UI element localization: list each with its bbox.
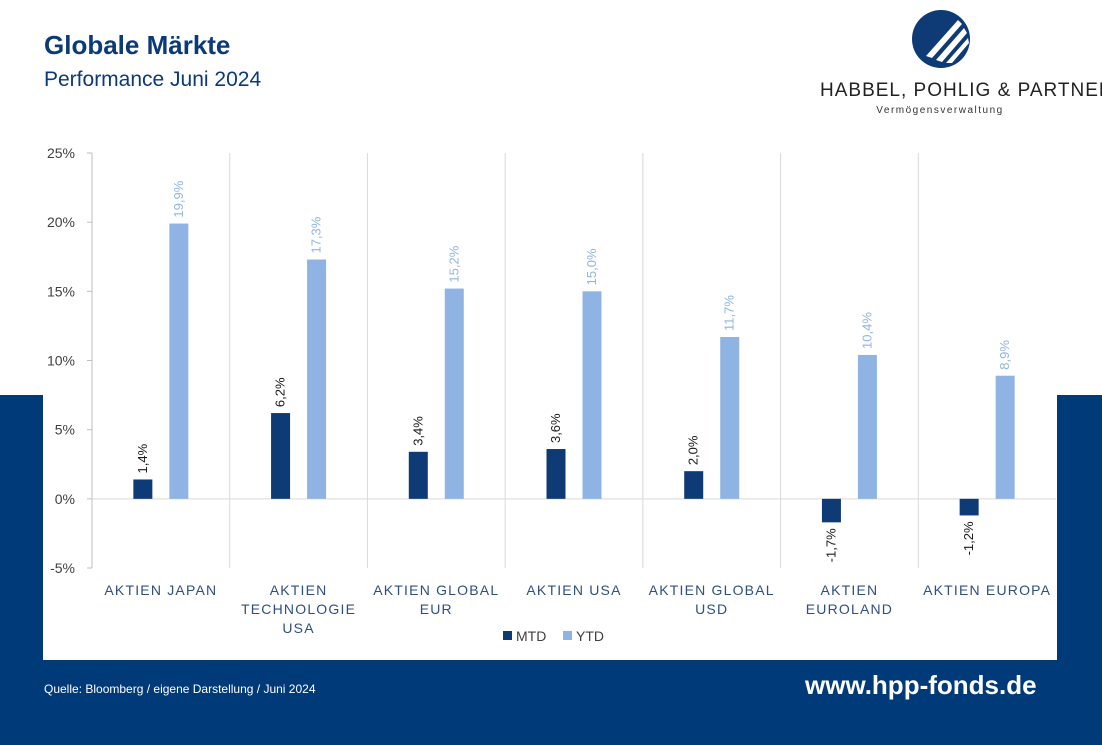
x-category-label: EUR — [420, 601, 453, 617]
source-note: Quelle: Bloomberg / eigene Darstellung /… — [44, 682, 316, 696]
logo-tagline: Vermögensverwaltung — [876, 105, 1004, 116]
page-subtitle: Performance Juni 2024 — [44, 68, 262, 91]
mtd-data-label: 1,4% — [135, 443, 150, 473]
x-category-label: USA — [282, 620, 314, 636]
ytd-legend-swatch — [563, 631, 572, 640]
logo-company-name: HABBEL, POHLIG & PARTNER — [820, 80, 1102, 101]
x-category-label: TECHNOLOGIE — [241, 601, 356, 617]
mtd-bar — [546, 449, 566, 499]
ytd-data-label: 17,3% — [309, 216, 324, 253]
x-category-label: AKTIEN GLOBAL — [373, 582, 499, 598]
ytd-data-label: 19,9% — [171, 180, 186, 217]
mtd-data-label: 6,2% — [273, 377, 288, 407]
mtd-data-label: 3,4% — [410, 416, 425, 446]
mtd-data-label: -1,7% — [823, 528, 838, 562]
x-category-label: AKTIEN GLOBAL — [649, 582, 775, 598]
mtd-bar — [821, 498, 841, 523]
y-tick-label: 5% — [55, 422, 75, 438]
y-tick-label: 0% — [55, 491, 75, 507]
page-title: Globale Märkte — [44, 30, 231, 60]
y-tick-label: 10% — [47, 353, 75, 369]
ytd-bar — [169, 223, 189, 499]
ytd-bar — [720, 336, 740, 499]
mtd-bar — [684, 471, 704, 499]
mtd-data-label: 2,0% — [686, 435, 701, 465]
mtd-data-label: -1,2% — [961, 521, 976, 555]
x-category-label: AKTIEN EUROPA — [923, 582, 1051, 598]
ytd-bar — [444, 288, 464, 499]
ytd-data-label: 10,4% — [859, 312, 874, 349]
x-category-label: AKTIEN — [821, 582, 879, 598]
ytd-bar — [995, 375, 1015, 499]
x-category-label: USD — [695, 601, 728, 617]
y-tick-label: 20% — [47, 214, 75, 230]
x-category-label: AKTIEN USA — [526, 582, 621, 598]
mtd-bar — [133, 479, 153, 499]
x-category-label: AKTIEN — [270, 582, 328, 598]
mtd-bar — [408, 451, 428, 499]
chart-panel — [43, 140, 1057, 660]
x-category-label: AKTIEN JAPAN — [104, 582, 217, 598]
ytd-data-label: 11,7% — [722, 295, 737, 331]
ytd-bar — [857, 354, 877, 499]
y-tick-label: -5% — [50, 560, 75, 576]
mtd-data-label: 3,6% — [548, 413, 563, 443]
logo-emblem-icon — [912, 10, 970, 68]
y-tick-label: 15% — [47, 283, 75, 299]
ytd-bar — [582, 291, 602, 499]
ytd-data-label: 15,0% — [584, 248, 599, 285]
mtd-legend-label: MTD — [516, 628, 546, 644]
mtd-legend-swatch — [503, 631, 512, 640]
website-link[interactable]: www.hpp-fonds.de — [805, 670, 1037, 700]
y-tick-label: 25% — [47, 145, 75, 161]
ytd-data-label: 15,2% — [446, 245, 461, 282]
ytd-bar — [307, 259, 327, 499]
mtd-bar — [959, 498, 979, 516]
company-logo: HABBEL, POHLIG & PARTNER Vermögensverwal… — [820, 10, 1102, 120]
mtd-bar — [271, 413, 291, 499]
x-category-label: EUROLAND — [806, 601, 893, 617]
ytd-legend-label: YTD — [576, 628, 604, 644]
ytd-data-label: 8,9% — [997, 340, 1012, 370]
